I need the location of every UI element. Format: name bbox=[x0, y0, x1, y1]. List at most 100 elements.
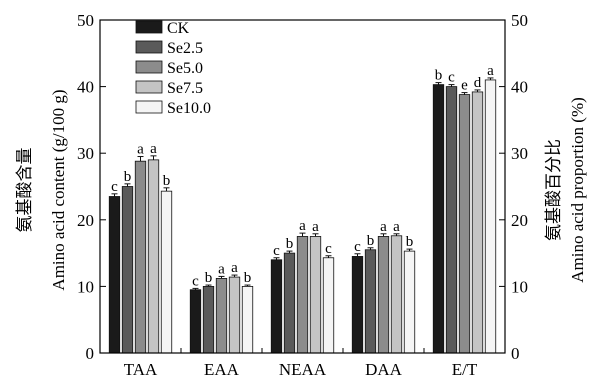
plot-frame bbox=[99, 19, 506, 354]
significance-letter: d bbox=[474, 75, 482, 91]
significance-letter: a bbox=[299, 218, 306, 234]
bar-et-ck bbox=[432, 84, 445, 354]
significance-letter: e bbox=[461, 78, 468, 94]
y2-axis-title: Amino acid proportion (%) bbox=[568, 97, 587, 283]
bar-taa-ck bbox=[108, 196, 121, 354]
bar-neaa-se100 bbox=[322, 257, 335, 354]
legend-label: Se7.5 bbox=[167, 80, 203, 97]
error-bar bbox=[474, 89, 481, 92]
bar-daa-ck bbox=[351, 256, 364, 354]
error-bar bbox=[273, 257, 280, 260]
bar-taa-se100 bbox=[160, 190, 173, 354]
legend-label: CK bbox=[167, 20, 190, 37]
y-axis-title-cn: 氨基酸含量 bbox=[15, 148, 35, 233]
significance-letter: c bbox=[273, 243, 280, 259]
error-bar bbox=[312, 233, 319, 237]
significance-letter: b bbox=[124, 169, 132, 185]
bar-et-se50 bbox=[458, 94, 471, 354]
bar-eaa-ck bbox=[189, 289, 202, 354]
significance-letter: a bbox=[150, 141, 157, 157]
legend-swatch bbox=[135, 20, 163, 34]
axes-layer: TAA EAA NEAA DAA E/T 0 10 20 30 40 50 0 10 20 30 40 50 bbox=[77, 11, 528, 379]
y-tick-label: 30 bbox=[77, 144, 94, 163]
significance-letter: c bbox=[325, 241, 332, 257]
y-tick-label: 20 bbox=[77, 211, 94, 230]
significance-letter: a bbox=[218, 261, 225, 277]
bar-et-se100 bbox=[484, 79, 497, 354]
bar-eaa-se25 bbox=[202, 285, 215, 354]
significance-letter: a bbox=[380, 219, 387, 235]
error-bar bbox=[244, 284, 251, 287]
error-bar bbox=[325, 255, 332, 258]
bar-taa-se50 bbox=[134, 160, 147, 354]
significance-letter: b bbox=[244, 270, 252, 286]
significance-letter: b bbox=[205, 270, 213, 286]
bar-neaa-se75 bbox=[309, 236, 322, 354]
y2-tick-label: 20 bbox=[511, 211, 528, 230]
significance-letters-layer: cba abc ba abc ba ac c ba abb c e da bbox=[111, 63, 494, 289]
error-bar bbox=[163, 187, 170, 192]
significance-letter: c bbox=[111, 179, 118, 195]
y2-tick-label: 0 bbox=[511, 344, 520, 363]
error-bar bbox=[448, 84, 455, 87]
significance-letter: b bbox=[406, 234, 414, 250]
significance-letter: a bbox=[137, 142, 144, 158]
significance-letter: c bbox=[448, 70, 455, 86]
y-tick-label: 50 bbox=[77, 11, 94, 30]
error-bar bbox=[137, 156, 144, 162]
error-bar bbox=[205, 284, 212, 287]
bar-taa-se25 bbox=[121, 186, 134, 354]
y-tick-label: 10 bbox=[77, 277, 94, 296]
y2-tick-label: 50 bbox=[511, 11, 528, 30]
error-bar bbox=[124, 183, 131, 187]
error-bar bbox=[218, 275, 225, 279]
bar-daa-se50 bbox=[377, 236, 390, 354]
legend-label: Se5.0 bbox=[167, 60, 203, 77]
bar-eaa-se50 bbox=[215, 278, 228, 354]
error-bar bbox=[435, 82, 442, 85]
error-bar bbox=[367, 247, 374, 250]
significance-letter: b bbox=[435, 68, 443, 84]
x-tick-label: E/T bbox=[452, 360, 478, 379]
x-tick-label: DAA bbox=[365, 360, 403, 379]
significance-letter: c bbox=[354, 239, 361, 255]
y-tick-label: 0 bbox=[86, 344, 95, 363]
legend-swatch bbox=[135, 40, 163, 54]
significance-letter: a bbox=[487, 63, 494, 79]
y-axis-title: Amino acid content (g/100 g) bbox=[49, 89, 68, 290]
bar-et-se25 bbox=[445, 86, 458, 354]
legend-swatch bbox=[135, 100, 163, 114]
significance-letter: a bbox=[231, 260, 238, 276]
significance-letter: b bbox=[367, 233, 375, 249]
bar-eaa-se100 bbox=[241, 285, 254, 354]
bar-et-se75 bbox=[471, 91, 484, 354]
significance-letter: a bbox=[393, 219, 400, 235]
legend-swatch bbox=[135, 60, 163, 74]
error-bar bbox=[231, 274, 238, 278]
error-bar bbox=[192, 287, 199, 290]
significance-letter: b bbox=[286, 236, 294, 252]
bar-eaa-se75 bbox=[228, 276, 241, 354]
legend-swatch bbox=[135, 80, 163, 94]
significance-letter: b bbox=[163, 173, 171, 189]
y2-axis-title-cn: 氨基酸百分比 bbox=[544, 139, 564, 241]
error-bar bbox=[461, 92, 468, 95]
x-tick-label: EAA bbox=[204, 360, 240, 379]
bar-neaa-se25 bbox=[283, 252, 296, 354]
error-bars-layer bbox=[111, 77, 494, 290]
bar-taa-se75 bbox=[147, 159, 160, 354]
bar-daa-se25 bbox=[364, 249, 377, 354]
y-tick-label: 40 bbox=[77, 78, 94, 97]
legend-label: Se2.5 bbox=[167, 40, 203, 57]
error-bar bbox=[354, 253, 361, 257]
bar-neaa-ck bbox=[270, 259, 283, 354]
error-bar bbox=[380, 233, 387, 237]
x-tick-label: TAA bbox=[124, 360, 158, 379]
error-bar bbox=[286, 250, 293, 254]
y2-tick-label: 10 bbox=[511, 277, 528, 296]
bars-layer bbox=[108, 79, 497, 354]
error-bar bbox=[406, 248, 413, 252]
error-bar bbox=[111, 193, 118, 197]
error-bar bbox=[393, 233, 400, 236]
